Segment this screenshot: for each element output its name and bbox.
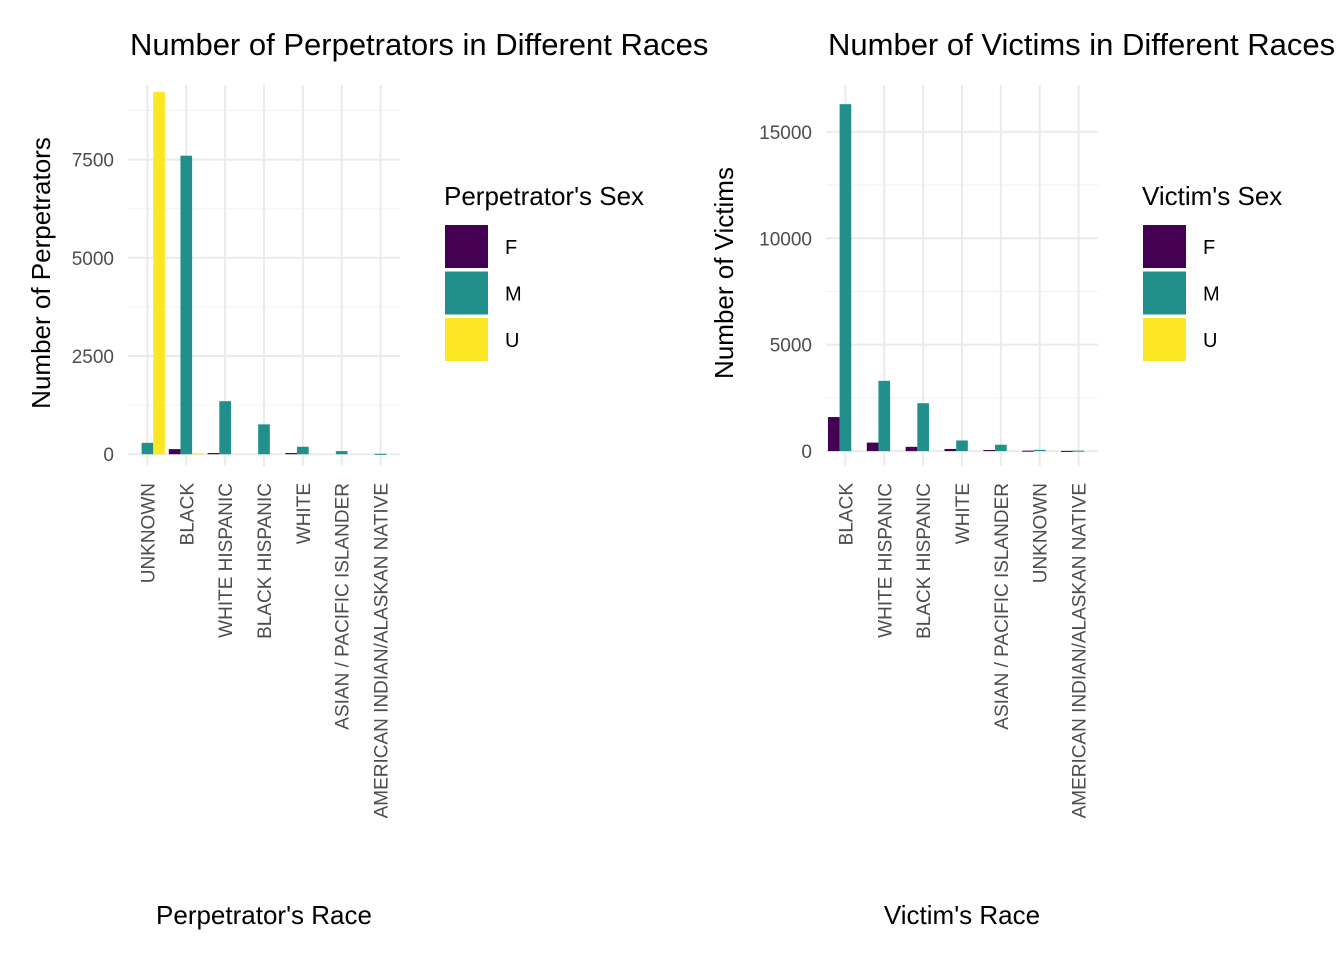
- chart-2-bar-m: [1072, 450, 1085, 452]
- chart-1-bar-m: [374, 453, 387, 455]
- chart-2-bar-m: [1033, 449, 1046, 452]
- chart-1-legend-key-m: [445, 271, 488, 315]
- chart-2-bar-f: [1022, 450, 1034, 452]
- chart-1-bar-m: [297, 446, 309, 455]
- chart-2-legend-key-f: [1143, 225, 1186, 268]
- chart-1-x-tick-label: AMERICAN INDIAN/ALASKAN NATIVE: [372, 483, 393, 818]
- chart-1-x-tick-label: BLACK HISPANIC: [255, 483, 276, 639]
- chart-1-y-axis-title: Number of Perpetrators: [26, 137, 56, 409]
- chart-2-y-axis-title: Number of Victims: [709, 167, 739, 379]
- chart-2-y-tick-label: 10000: [759, 229, 812, 250]
- chart-1-title: Number of Perpetrators in Different Race…: [130, 27, 708, 62]
- chart-2-legend-label: U: [1203, 330, 1217, 352]
- chart-1-x-tick-label: ASIAN / PACIFIC ISLANDER: [333, 483, 354, 730]
- chart-1-legend-key-f: [445, 225, 488, 268]
- chart-1-legend-label: M: [505, 284, 522, 306]
- chart-2-bar-f: [827, 417, 840, 452]
- chart-1-bar-f: [207, 453, 220, 455]
- chart-2-x-axis-title: Victim's Race: [884, 900, 1040, 930]
- chart-1-legend: F M U: [445, 225, 522, 361]
- chart-2-y-tick-label: 0: [801, 442, 812, 463]
- chart-1-legend-label: U: [505, 330, 519, 352]
- chart-1-legend-title: Perpetrator's Sex: [444, 181, 644, 211]
- chart-1-bar-u: [153, 92, 165, 455]
- chart-1-x-tick-label: WHITE: [294, 483, 315, 544]
- chart-2-plot-area: 0 5000 10000 15000 BLACK WHITE HISPANIC BLACK …: [759, 85, 1098, 818]
- chart-2-x-tick-label: WHITE HISPANIC: [875, 483, 896, 638]
- chart-1-x-tick-label: UNKNOWN: [138, 483, 159, 583]
- chart-2-bar-m: [995, 444, 1007, 452]
- chart-2-x-tick-label: BLACK: [836, 483, 857, 546]
- chart-1-bar-m: [141, 442, 154, 455]
- chart-1-bar-m: [180, 155, 193, 455]
- chart-1-bar-f: [168, 449, 181, 455]
- chart-2-legend-title: Victim's Sex: [1142, 181, 1282, 211]
- chart-2-legend-label: F: [1203, 237, 1215, 259]
- chart-1-y-tick-label: 0: [103, 445, 114, 466]
- chart-2-x-tick-label: BLACK HISPANIC: [914, 483, 935, 639]
- chart-1-x-axis-title: Perpetrator's Race: [156, 900, 372, 930]
- chart-1-bar-u: [192, 453, 204, 455]
- chart-1-bar-f: [285, 453, 298, 455]
- chart-2-bar-m: [878, 380, 891, 452]
- chart-1-x-tick-label: WHITE HISPANIC: [216, 483, 237, 638]
- chart-1-plot-area: 0 2500 5000 7500 UNKNOWN BLACK WHITE HISPANIC B…: [72, 85, 400, 818]
- chart-2-legend-key-m: [1143, 271, 1186, 315]
- chart-1-y-tick-label: 7500: [72, 151, 114, 172]
- chart-1-y-tick-label: 2500: [72, 347, 114, 368]
- chart-1-bar-m: [335, 451, 348, 455]
- chart-2-bar-f: [866, 442, 879, 452]
- chart-1-y-tick-label: 5000: [72, 249, 114, 270]
- chart-1-bar-m: [258, 424, 270, 455]
- chart-1-bar-m: [219, 401, 231, 455]
- chart-2-bar-m: [839, 104, 852, 452]
- chart-2-x-tick-label: UNKNOWN: [1031, 483, 1052, 583]
- chart-2-legend-label: M: [1203, 284, 1220, 306]
- chart-2-bar-m: [917, 403, 929, 452]
- chart-2-title: Number of Victims in Different Races: [828, 27, 1335, 62]
- chart-2-x-tick-label: WHITE: [953, 483, 974, 544]
- chart-2-x-tick-label: AMERICAN INDIAN/ALASKAN NATIVE: [1070, 483, 1091, 818]
- chart-2-bar-f: [1061, 450, 1073, 452]
- chart-2-x-tick-label: ASIAN / PACIFIC ISLANDER: [992, 483, 1013, 730]
- chart-1-x-tick-label: BLACK: [177, 483, 198, 546]
- chart-1-legend-key-u: [445, 318, 488, 361]
- chart-2-bar-f: [905, 446, 918, 452]
- chart-2-y-tick-label: 5000: [770, 336, 812, 357]
- chart-2-bar-f: [944, 448, 957, 452]
- chart-2-bar-m: [956, 440, 968, 452]
- chart-2-legend: F M U: [1143, 225, 1220, 361]
- chart-2-legend-key-u: [1143, 318, 1186, 361]
- chart-2-y-tick-label: 15000: [759, 123, 812, 144]
- chart-2-bar-f: [983, 450, 996, 452]
- chart-1-legend-label: F: [505, 237, 517, 259]
